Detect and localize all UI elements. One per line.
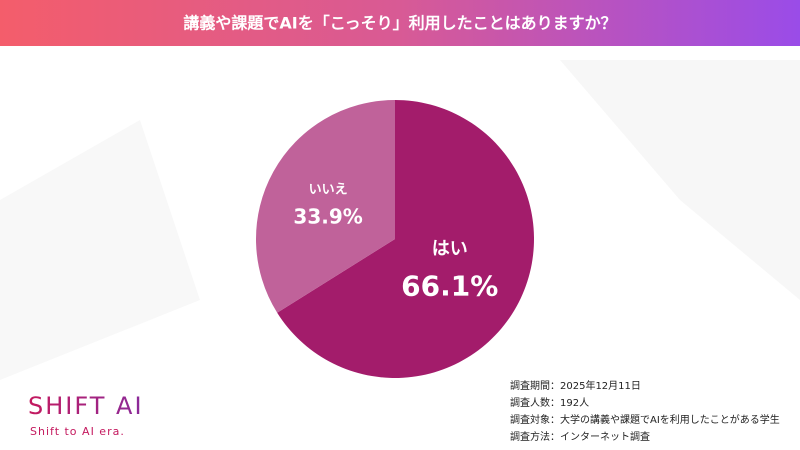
chart-title: 講義や課題でAIを「こっそり」利用したことはありますか？	[183, 14, 616, 33]
slice-value-label: 33.9%	[293, 204, 362, 228]
note: 調査方法：インターネット調査	[510, 430, 650, 443]
note: 調査期間：2025年12月11日	[510, 379, 641, 392]
bg-shape	[560, 60, 800, 300]
bg-shape	[0, 120, 200, 380]
tagline: Shift to AI era.	[30, 425, 125, 438]
slice-category-label: いいえ	[309, 182, 348, 197]
logo: SHIFT AI	[28, 392, 144, 420]
header-bar	[0, 0, 800, 46]
note: 調査対象：大学の講義や課題でAIを利用したことがある学生	[510, 413, 780, 426]
notes: 調査期間：2025年12月11日 調査人数：192人 調査対象：大学の講義や課題…	[510, 379, 780, 443]
pie-slice	[256, 100, 395, 313]
note: 調査人数：192人	[510, 396, 589, 409]
slice-category-label: はい	[432, 238, 468, 259]
pie: はい 66.1% いいえ 33.9%	[256, 100, 534, 379]
slice-value-label: 66.1%	[401, 269, 498, 302]
pie-slice	[277, 100, 534, 379]
